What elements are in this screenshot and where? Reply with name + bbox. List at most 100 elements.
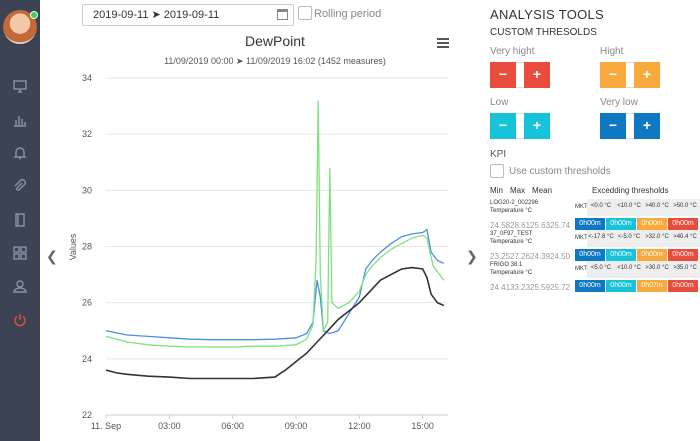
bell-icon[interactable] xyxy=(10,143,30,163)
kpi-thresholds: <0.0 °C <10.0 °C >40.0 °C >50.0 °C xyxy=(587,199,700,216)
kpi-duration-badge: 0h00m xyxy=(668,218,698,230)
low-stepper[interactable]: − + xyxy=(490,113,550,139)
threshold-label-very-high: Very hight xyxy=(490,46,535,57)
kpi-mkt-label: MKT xyxy=(575,235,588,241)
date-range-input[interactable]: 2019-09-11 ➤ 2019-09-11 xyxy=(82,4,294,26)
high-stepper[interactable]: − + xyxy=(600,62,660,88)
kpi-duration-badge: 0h00m xyxy=(606,280,636,292)
high-plus-button[interactable]: + xyxy=(634,62,660,88)
kpi-threshold-value: <5.0 °C xyxy=(590,265,612,271)
kpi-threshold-value: >40.4 °C xyxy=(673,234,697,240)
x-tick-label: 11. Sep xyxy=(91,421,121,431)
kpi-badges: 0h00m 0h00m 0h00m 0h00m xyxy=(575,218,700,230)
very-low-plus-button[interactable]: + xyxy=(634,113,660,139)
y-axis-label: Values xyxy=(68,233,78,260)
kpi-threshold-value: <0.0 °C xyxy=(590,203,612,209)
next-arrow-icon[interactable]: ❯ xyxy=(466,248,478,264)
header-mean: Mean xyxy=(532,186,553,195)
calendar-icon[interactable] xyxy=(277,9,288,20)
user-icon[interactable] xyxy=(10,276,30,296)
kpi-threshold-value: >35.0 °C xyxy=(673,265,697,271)
low-plus-button[interactable]: + xyxy=(524,113,550,139)
threshold-label-high: Hight xyxy=(600,46,624,57)
kpi-sensor-name: FRIGO 38.1 Temperature °C xyxy=(490,261,570,277)
very-low-stepper[interactable]: − + xyxy=(600,113,660,139)
kpi-duration-badge: 0h00m xyxy=(575,280,605,292)
threshold-label-low: Low xyxy=(490,97,509,108)
hamburger-menu-icon[interactable] xyxy=(437,38,449,48)
kpi-duration-badge: 0h00m xyxy=(575,218,605,230)
analysis-tools-title: ANALYSIS TOOLS xyxy=(490,7,605,22)
y-tick-label: 22 xyxy=(82,410,92,420)
threshold-label-very-low: Very low xyxy=(600,97,638,108)
kpi-sensor-id: FRIGO 38.1 xyxy=(490,262,523,268)
grid-icon[interactable] xyxy=(10,243,30,263)
online-status-dot xyxy=(30,11,38,19)
use-custom-thresholds-checkbox[interactable] xyxy=(490,164,504,178)
kpi-row: FRIGO 38.1 Temperature °C MKT <5.0 °C <10.0 … xyxy=(490,261,700,305)
kpi-row: 37_0F97_TEST Temperature °C MKT <-17.8 °C <-… xyxy=(490,230,700,274)
kpi-sensor-type: Temperature °C xyxy=(490,239,533,245)
kpi-threshold-value: <10.0 °C xyxy=(617,265,641,271)
kpi-duration-badge: 0h00m xyxy=(575,249,605,261)
bar-chart-icon[interactable] xyxy=(10,110,30,130)
kpi-mkt-label: MKT xyxy=(575,266,588,272)
very-low-minus-button[interactable]: − xyxy=(600,113,626,139)
use-custom-thresholds-label: Use custom thresholds xyxy=(509,166,611,177)
kpi-duration-badge: 0h00m xyxy=(637,218,667,230)
rolling-period-label: Rolling period xyxy=(314,8,382,20)
kpi-label: KPI xyxy=(490,149,507,160)
sidebar xyxy=(0,0,40,441)
header-min: Min xyxy=(490,186,503,195)
kpi-duration-badge: 0h00m xyxy=(637,249,667,261)
y-tick-label: 24 xyxy=(82,354,92,364)
book-icon[interactable] xyxy=(10,210,30,230)
y-tick-label: 32 xyxy=(82,129,92,139)
chart-title: DewPoint xyxy=(245,33,305,49)
kpi-duration-badge: 0h00m xyxy=(606,218,636,230)
kpi-duration-badge: 0h07m xyxy=(637,280,667,292)
series-line-2 xyxy=(105,266,445,380)
kpi-badges: 0h00m 0h00m 0h07m 0h00m xyxy=(575,280,700,292)
very-high-minus-button[interactable]: − xyxy=(490,62,516,88)
low-minus-button[interactable]: − xyxy=(490,113,516,139)
kpi-row: LOG20-2_002296 Temperature °C MKT <0.0 °C <1… xyxy=(490,199,700,243)
kpi-threshold-value: >32.0 °C xyxy=(645,234,669,240)
kpi-duration-badge: 0h00m xyxy=(606,249,636,261)
kpi-sensor-name: LOG20-2_002296 Temperature °C xyxy=(490,199,570,215)
kpi-sensor-id: LOG20-2_002296 xyxy=(490,200,539,206)
kpi-thresholds: <5.0 °C <10.0 °C >30.0 °C >35.0 °C xyxy=(587,261,700,278)
y-tick-label: 28 xyxy=(82,242,92,252)
paperclip-icon[interactable] xyxy=(10,176,30,196)
kpi-sensor-type: Temperature °C xyxy=(490,208,533,214)
kpi-min-max-mean: 24.4133.2325.5925.72 xyxy=(490,283,571,292)
prev-arrow-icon[interactable]: ❮ xyxy=(46,248,58,264)
date-range-text: 2019-09-11 ➤ 2019-09-11 xyxy=(93,9,220,21)
rolling-period-checkbox[interactable] xyxy=(298,6,312,20)
kpi-min-max-mean: 23.2527.2624.3924.50 xyxy=(490,252,571,261)
header-exceeding: Excedding thresholds xyxy=(592,186,669,195)
custom-thresholds-title: CUSTOM THRESOLDS xyxy=(490,27,597,38)
kpi-threshold-value: <-17.8 °C xyxy=(588,234,614,240)
y-tick-label: 34 xyxy=(82,73,92,83)
kpi-threshold-value: >40.0 °C xyxy=(645,203,669,209)
kpi-duration-badge: 0h00m xyxy=(668,280,698,292)
y-tick-label: 30 xyxy=(82,185,92,195)
kpi-threshold-value: >30.0 °C xyxy=(645,265,669,271)
monitor-icon[interactable] xyxy=(10,76,30,96)
high-minus-button[interactable]: − xyxy=(600,62,626,88)
x-tick-label: 12:00 xyxy=(348,421,371,431)
very-high-stepper[interactable]: − + xyxy=(490,62,550,88)
very-high-plus-button[interactable]: + xyxy=(524,62,550,88)
kpi-min-max-mean: 24.5828.6125.6325.74 xyxy=(490,221,571,230)
dewpoint-chart: 22 24 26 28 30 32 34 11. Sep 03:00 06:00 09:00 12:0… xyxy=(68,73,448,431)
kpi-mkt-label: MKT xyxy=(575,204,588,210)
kpi-sensor-type: Temperature °C xyxy=(490,270,533,276)
series-line-1 xyxy=(105,100,445,348)
power-icon[interactable] xyxy=(10,310,30,330)
kpi-sensor-name: 37_0F97_TEST Temperature °C xyxy=(490,230,570,246)
kpi-sensor-id: 37_0F97_TEST xyxy=(490,231,533,237)
x-tick-label: 03:00 xyxy=(158,421,181,431)
chart-subtitle: 11/09/2019 00:00 ➤ 11/09/2019 16:02 (145… xyxy=(164,56,386,66)
kpi-duration-badge: 0h00m xyxy=(668,249,698,261)
